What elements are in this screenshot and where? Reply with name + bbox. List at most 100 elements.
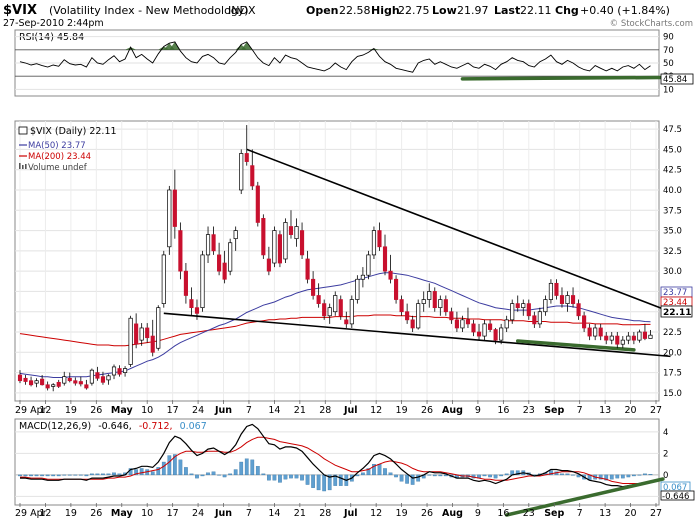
candle-body xyxy=(587,327,592,337)
watermark: © StockCharts.com xyxy=(610,19,693,29)
macd-panel: 420-2 MACD(12,26,9) -0.646, -0.712, 0.06… xyxy=(14,418,695,517)
macd-histogram-bar xyxy=(571,474,575,476)
candle-body xyxy=(637,331,642,341)
price-tick-label: 42.5 xyxy=(663,166,682,176)
macd-histogram-bar xyxy=(432,474,437,477)
rsi-overbought-fill xyxy=(241,41,253,50)
date-label: 12 xyxy=(370,508,382,519)
date-label: 26 xyxy=(90,405,102,416)
date-label: 9 xyxy=(475,405,481,416)
candle-body xyxy=(438,299,443,309)
macd-histogram-bar xyxy=(615,474,620,479)
macd-histogram-bar xyxy=(161,461,166,476)
date-label: 13 xyxy=(599,405,611,416)
last-value: 22.11 xyxy=(520,4,552,17)
macd-histogram-bar xyxy=(261,473,266,476)
macd-histogram-bar xyxy=(499,474,504,477)
date-label: 29 Apr xyxy=(15,508,47,519)
last-label: Last xyxy=(494,4,520,17)
date-label: 7 xyxy=(577,508,583,519)
macd-histogram-bar xyxy=(383,468,387,476)
candle-body xyxy=(128,317,133,365)
price-legend: $VIX (Daily) 22.11 MA(50) 23.77 MA(200) … xyxy=(18,126,117,173)
macd-histogram-bar xyxy=(316,474,321,491)
candle-body xyxy=(62,376,67,384)
rsi-series xyxy=(19,41,663,81)
candle-body xyxy=(476,331,482,337)
candle-body xyxy=(626,335,631,341)
rsi-tick-label: 70 xyxy=(663,46,674,56)
macd-histogram-bar xyxy=(493,474,498,479)
candle-body xyxy=(200,254,205,309)
date-label: 27 xyxy=(650,508,662,519)
macd-frame xyxy=(14,418,660,506)
macd-histogram-bar xyxy=(405,474,409,484)
candle-body xyxy=(642,331,648,339)
macd-histogram-bar xyxy=(565,473,570,476)
date-label: 17 xyxy=(167,508,179,519)
macd-histogram-bar xyxy=(222,474,227,478)
candle-body xyxy=(482,323,487,337)
macd-histogram-bar xyxy=(637,474,642,476)
macd-histogram-bar xyxy=(172,454,177,476)
candle-body xyxy=(139,327,144,341)
macd-histogram-bar xyxy=(416,474,421,482)
candle-body xyxy=(73,380,78,384)
rsi-overbought-fill xyxy=(169,41,181,50)
candle-body xyxy=(593,327,598,337)
macd-last-box xyxy=(660,490,695,501)
candle-body xyxy=(504,319,509,329)
date-label: 21 xyxy=(294,405,306,416)
ticker-exchange: INDX xyxy=(228,4,256,17)
macd-label: MACD(12,26,9) xyxy=(19,421,91,432)
macd-histogram-bar xyxy=(84,474,89,477)
candle-body xyxy=(394,278,399,300)
candle-body xyxy=(244,153,249,162)
date-label: 17 xyxy=(167,405,179,416)
macd-histogram-bar xyxy=(18,474,22,477)
candle-body xyxy=(40,378,45,386)
candle-body xyxy=(311,278,316,296)
candle-body xyxy=(582,315,587,329)
rsi-label: RSI(14) 45.84 xyxy=(19,32,84,43)
macd-hist-last: 0.067 xyxy=(663,483,687,493)
date-label: Jun xyxy=(214,508,232,519)
candle-body xyxy=(499,327,504,341)
candle-body xyxy=(283,222,288,260)
candle-body xyxy=(134,323,139,345)
candlesticks xyxy=(17,125,653,392)
price-axis: 47.545.042.540.037.535.032.530.027.525.0… xyxy=(663,125,682,399)
candle-body xyxy=(598,327,603,337)
open-label: Open xyxy=(306,4,339,17)
macd-histogram-bar xyxy=(106,473,111,476)
macd-histogram-bar xyxy=(112,472,116,476)
candle-body xyxy=(510,303,515,321)
date-label: 14 xyxy=(268,405,280,416)
macd-histogram-bar xyxy=(361,472,365,476)
macd-histogram-bar xyxy=(45,474,50,477)
candle-body xyxy=(117,368,122,375)
date-label: 12 xyxy=(370,405,382,416)
macd-histogram-bar xyxy=(372,463,376,476)
macd-histogram-bar xyxy=(333,474,338,486)
date-label: 12 xyxy=(39,508,51,519)
rsi-last-tag: 45.84 xyxy=(660,73,694,85)
macd-histogram-bar xyxy=(244,458,249,476)
candle-body xyxy=(161,254,166,304)
date-label: 12 xyxy=(39,405,51,416)
macd-histogram-bar xyxy=(366,468,371,476)
macd-histogram-bar xyxy=(200,474,205,477)
price-tick-label: 30.0 xyxy=(663,267,682,277)
macd-histogram-bar xyxy=(228,473,233,476)
macd-histogram-bar xyxy=(184,467,188,476)
date-label: 10 xyxy=(141,405,153,416)
macd-histogram-bar xyxy=(23,474,28,477)
macd-histogram-bar xyxy=(576,474,581,478)
candle-body xyxy=(338,299,343,317)
macd-histogram-bar xyxy=(78,474,83,476)
price-last-box xyxy=(660,305,693,318)
price-tick-label: 32.5 xyxy=(663,247,682,257)
rsi-grid xyxy=(15,36,659,90)
macd-histogram-bar xyxy=(283,474,288,480)
rsi-last-value: 45.84 xyxy=(663,75,687,85)
